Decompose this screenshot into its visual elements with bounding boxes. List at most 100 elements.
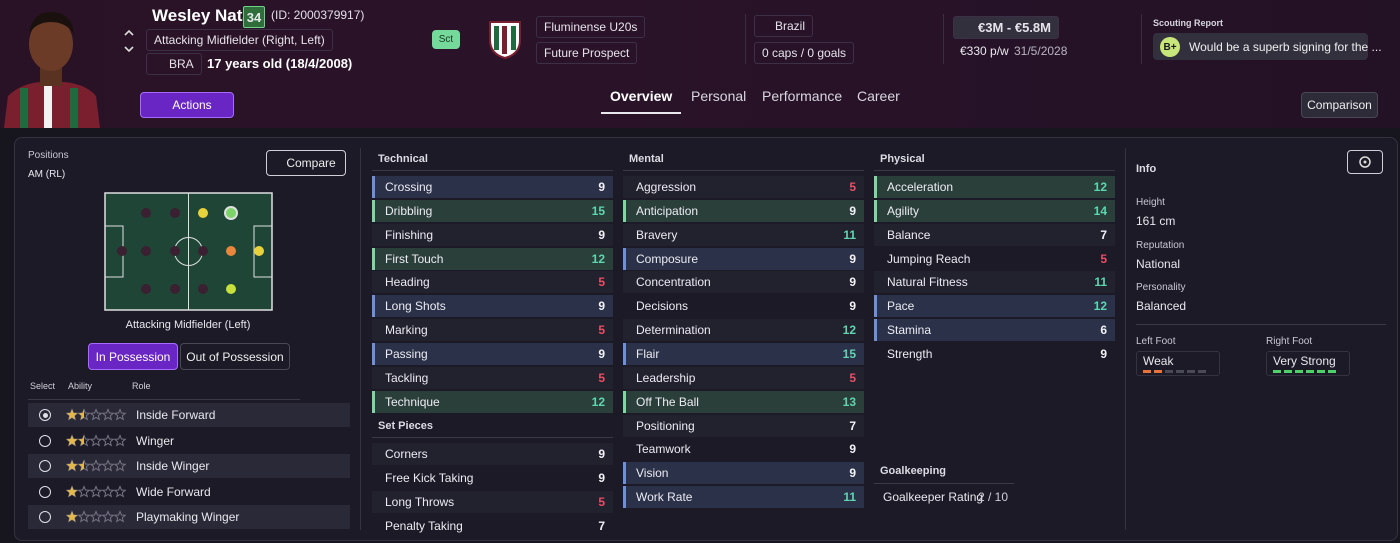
- attribute-row[interactable]: Finishing 9: [372, 223, 613, 246]
- role-name: Winger: [136, 433, 175, 448]
- foot-dash: [1328, 370, 1336, 373]
- foot-dash: [1273, 370, 1281, 373]
- attribute-value: 11: [1094, 275, 1107, 290]
- role-row[interactable]: Inside Forward: [28, 403, 350, 427]
- player-status: Future Prospect: [536, 42, 638, 64]
- attribute-name: Technique: [385, 394, 440, 409]
- attribute-row[interactable]: Bravery 11: [623, 223, 864, 246]
- attribute-value: 6: [1100, 323, 1107, 338]
- attribute-row[interactable]: Acceleration 12: [874, 176, 1115, 198]
- attribute-row[interactable]: Leadership 5: [623, 366, 864, 389]
- scout-button[interactable]: Sct: [432, 30, 460, 49]
- column-header: Role: [132, 381, 151, 391]
- role-row[interactable]: Wide Forward: [28, 480, 350, 504]
- attribute-name: Long Shots: [385, 299, 446, 314]
- toggle-in-possession[interactable]: In Possession: [88, 343, 178, 370]
- positions-title: Positions: [28, 150, 69, 161]
- pitch[interactable]: [104, 192, 274, 312]
- caps-box: 0 caps / 0 goals: [754, 42, 855, 64]
- tab[interactable]: Performance: [762, 88, 843, 104]
- attribute-value: 9: [598, 180, 605, 194]
- toggle-out-of-possession[interactable]: Out of Possession: [180, 343, 290, 370]
- tab[interactable]: Overview: [610, 88, 673, 104]
- attribute-name: Concentration: [636, 275, 711, 290]
- role-row[interactable]: Playmaking Winger: [28, 505, 350, 529]
- divider: [1125, 148, 1126, 530]
- contract-end: 31/5/2028: [1014, 44, 1068, 58]
- role-radio[interactable]: [39, 511, 51, 523]
- attribute-row[interactable]: Positioning 7: [623, 414, 864, 437]
- attribute-row[interactable]: Strength 9: [874, 343, 1115, 365]
- role-row[interactable]: Inside Winger: [28, 454, 350, 478]
- attribute-row[interactable]: Flair 15: [623, 342, 864, 365]
- attribute-row[interactable]: Heading 5: [372, 271, 613, 294]
- attribute-row[interactable]: Composure 9: [623, 247, 864, 270]
- role-row[interactable]: Winger: [28, 429, 350, 453]
- attribute-row[interactable]: Marking 5: [372, 319, 613, 342]
- info-options[interactable]: [1347, 150, 1383, 174]
- attribute-row[interactable]: Natural Fitness 11: [874, 271, 1115, 294]
- scouting-box[interactable]: [1153, 33, 1368, 60]
- attribute-value: 9: [598, 470, 605, 485]
- attribute-row[interactable]: Concentration 9: [623, 271, 864, 294]
- attribute-row[interactable]: Pace 12: [874, 295, 1115, 318]
- role-radio[interactable]: [39, 409, 51, 421]
- role-stars: [66, 408, 127, 421]
- attribute-value: 9: [598, 299, 605, 314]
- tab[interactable]: Personal: [691, 88, 747, 104]
- tab-underline: [601, 112, 681, 114]
- club-name[interactable]: Fluminense U20s: [536, 16, 646, 38]
- attribute-row[interactable]: Crossing 9: [372, 176, 613, 198]
- attribute-value: 5: [849, 180, 856, 194]
- role-stars: [66, 433, 127, 447]
- attribute-value: 9: [598, 346, 605, 361]
- attribute-row[interactable]: Penalty Taking 7: [372, 515, 613, 537]
- attribute-row[interactable]: Tackling 5: [372, 366, 613, 389]
- nav-arrows[interactable]: [122, 26, 136, 56]
- attribute-value: 9: [598, 447, 605, 461]
- foot-dash: [1143, 370, 1151, 373]
- attribute-value: 9: [849, 299, 856, 314]
- info-value: 161 cm: [1136, 214, 1176, 228]
- actions-button[interactable]: Actions: [140, 92, 234, 118]
- role-radio[interactable]: [39, 460, 51, 472]
- compare-button[interactable]: Compare: [266, 150, 346, 176]
- attribute-row[interactable]: Aggression 5: [623, 176, 864, 198]
- divider: [745, 14, 746, 64]
- attribute-row[interactable]: Agility 14: [874, 199, 1115, 222]
- attribute-value: 5: [598, 370, 605, 385]
- tab[interactable]: Career: [857, 88, 900, 104]
- attribute-row[interactable]: Determination 12: [623, 319, 864, 342]
- role-radio[interactable]: [39, 485, 51, 498]
- attribute-value: 7: [598, 518, 605, 533]
- attribute-name: Passing: [385, 346, 428, 361]
- comparison-button[interactable]: Comparison: [1301, 92, 1378, 118]
- attribute-row[interactable]: Off The Ball 13: [623, 390, 864, 413]
- foot-strength: [1273, 370, 1339, 373]
- attribute-row[interactable]: Decisions 9: [623, 295, 864, 317]
- role-name: Inside Forward: [136, 408, 216, 422]
- attribute-row[interactable]: Free Kick Taking 9: [372, 467, 613, 489]
- attribute-row[interactable]: First Touch 12: [372, 247, 613, 270]
- attribute-row[interactable]: Jumping Reach 5: [874, 248, 1115, 270]
- attribute-name: Dribbling: [385, 203, 433, 218]
- attribute-row[interactable]: Long Throws 5: [372, 490, 613, 513]
- role-radio[interactable]: [39, 434, 51, 447]
- attribute-row[interactable]: Dribbling 15: [372, 199, 613, 222]
- attribute-row[interactable]: Anticipation 9: [623, 199, 864, 222]
- attribute-name: Jumping Reach: [887, 251, 971, 266]
- attribute-row[interactable]: Stamina 6: [874, 319, 1115, 342]
- attribute-name: Teamwork: [636, 442, 691, 457]
- info-value: Balanced: [1136, 299, 1187, 313]
- attribute-row[interactable]: Technique 12: [372, 390, 613, 413]
- attribute-row[interactable]: Balance 7: [874, 223, 1115, 246]
- attribute-row[interactable]: Teamwork 9: [623, 438, 864, 460]
- attribute-name: Tackling: [385, 370, 429, 385]
- foot-box: [1266, 351, 1350, 376]
- foot-dash: [1317, 370, 1325, 373]
- attribute-row[interactable]: Long Shots 9: [372, 295, 613, 318]
- attribute-row[interactable]: Corners 9: [372, 443, 613, 465]
- attribute-row[interactable]: Work Rate 11: [623, 486, 864, 509]
- attribute-row[interactable]: Passing 9: [372, 342, 613, 365]
- attribute-row[interactable]: Vision 9: [623, 462, 864, 485]
